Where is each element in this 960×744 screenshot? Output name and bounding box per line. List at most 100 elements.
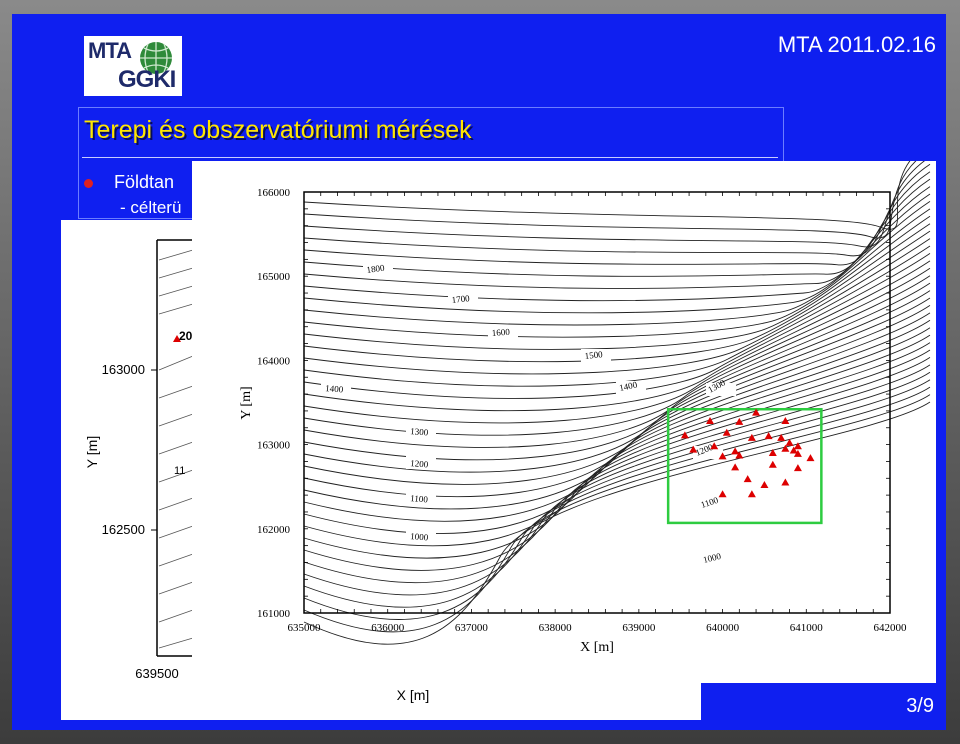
x-axis-label: X [m] (580, 640, 614, 655)
back-x-tick-0: 639500 (135, 666, 178, 681)
back-label-11: 11 (174, 465, 185, 477)
measurement-point-marker (747, 433, 756, 441)
measurement-point-marker (781, 478, 790, 486)
measurement-point-marker (785, 438, 794, 446)
measurement-point-marker (781, 444, 790, 452)
contour-line (303, 245, 931, 387)
contour-line (303, 238, 931, 375)
measurement-point-marker (722, 428, 731, 436)
measurement-point-marker (743, 475, 752, 483)
measurement-point-marker (710, 442, 719, 450)
back-y-label: Y [m] (84, 436, 100, 468)
globe-icon (140, 42, 172, 74)
contour-line (303, 253, 931, 399)
measurement-point-marker (793, 464, 802, 472)
contour-line (303, 171, 931, 266)
y-tick-label: 162000 (257, 524, 291, 536)
y-tick-label: 161000 (257, 608, 291, 620)
measurement-point-marker (752, 408, 761, 416)
page-number: 3/9 (906, 695, 934, 717)
y-tick-label: 166000 (257, 187, 291, 199)
contour-label: 1500 (584, 349, 603, 361)
contour-line (303, 260, 931, 412)
contour-line (303, 275, 931, 436)
contour-label: 1800 (366, 263, 386, 275)
contour-label: 1300 (410, 426, 429, 438)
measurement-point-marker (806, 454, 815, 462)
contour-line (303, 223, 931, 350)
measurement-point-marker (718, 490, 727, 498)
logo-line2: GGKI (118, 66, 176, 93)
contour-line (303, 342, 931, 547)
measurement-point-marker (706, 417, 715, 425)
contour-label: 1000 (410, 531, 429, 543)
mta-ggki-logo: MTA GGKI (84, 36, 182, 96)
bullet-icon (84, 179, 93, 188)
contour-line (303, 186, 931, 289)
measurement-point-marker (781, 417, 790, 425)
x-tick-label: 640000 (706, 622, 740, 634)
slide-title: Terepi és obszervatóriumi mérések (84, 116, 472, 144)
measurement-point-marker (747, 490, 756, 498)
measurement-point-marker (768, 460, 777, 468)
contour-label: 1100 (410, 493, 429, 505)
y-axis-label: Y [m] (239, 386, 254, 419)
measurement-point-marker (764, 432, 773, 440)
measurement-point-marker (680, 431, 689, 439)
contour-line (303, 230, 931, 363)
contour-line (303, 193, 931, 302)
plot-frame (303, 191, 891, 614)
back-x-label: X [m] (397, 687, 430, 703)
title-divider (82, 157, 778, 158)
contour-line (303, 208, 931, 326)
contour-line (303, 161, 926, 248)
contour-label: 1200 (410, 458, 429, 470)
y-tick-label: 163000 (257, 440, 291, 452)
back-y-tick-0: 163000 (102, 362, 145, 377)
measurement-point-marker (793, 449, 802, 457)
x-tick-label: 636000 (371, 622, 405, 634)
measurement-point-marker (718, 452, 727, 460)
measurement-point-marker (731, 447, 740, 455)
x-tick-label: 641000 (790, 622, 824, 634)
x-tick-label: 637000 (455, 622, 489, 634)
measurement-point-marker (735, 417, 744, 425)
x-tick-label: 638000 (539, 622, 573, 634)
back-label-2: 20 (179, 329, 193, 343)
study-area-box (666, 407, 823, 525)
back-y-tick-1: 162500 (102, 522, 145, 537)
contour-line (303, 215, 931, 338)
contour-line (303, 401, 931, 645)
header-date: MTA 2011.02.16 (777, 32, 936, 57)
contour-line (303, 349, 931, 559)
contour-label: 1400 (325, 383, 344, 395)
back-marker (173, 335, 181, 342)
contour-line (303, 161, 911, 230)
x-tick-label: 639000 (622, 622, 656, 634)
measurement-point-marker (789, 446, 798, 454)
y-tick-label: 165000 (257, 271, 291, 283)
measurement-point-marker (793, 442, 802, 450)
bullet-text-1: Földtan (114, 172, 175, 192)
contour-label: 1600 (491, 327, 510, 338)
contour-line (303, 290, 931, 461)
x-tick-label: 635000 (288, 622, 322, 634)
measurement-point-marker (689, 445, 698, 453)
contour-label: 1000 (702, 551, 722, 565)
contour-label: 1700 (451, 293, 470, 305)
bullet-text-2: - célterü (120, 198, 182, 217)
contour-line (303, 371, 931, 596)
contour-map-chart: 635000 636000 637000 638000 639000 640000 6410… (192, 161, 936, 683)
contour-line (303, 178, 931, 277)
contour-label: 1400 (618, 379, 638, 393)
y-tick-label: 164000 (257, 355, 291, 367)
logo-line1: MTA (88, 38, 132, 63)
measurement-point-marker (777, 433, 786, 441)
contour-line (303, 161, 917, 239)
measurement-point-marker (760, 481, 769, 489)
measurement-point-marker (768, 449, 777, 457)
x-tick-label: 642000 (874, 622, 908, 634)
contour-line (303, 201, 931, 314)
contour-line (303, 267, 931, 424)
measurement-point-marker (735, 451, 744, 459)
